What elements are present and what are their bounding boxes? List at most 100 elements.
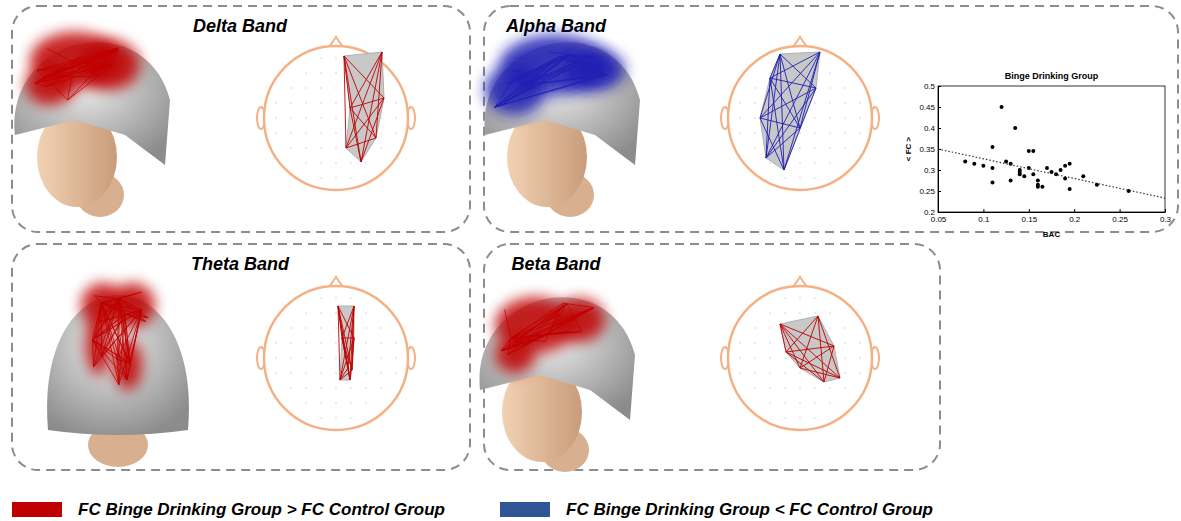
electrode bbox=[859, 132, 861, 134]
tick-label: 0.25 bbox=[1112, 215, 1128, 224]
fc-link bbox=[760, 52, 820, 118]
tick-mark bbox=[938, 107, 941, 108]
electrode bbox=[784, 177, 786, 179]
tick: 0.1 bbox=[978, 209, 990, 224]
fc-link bbox=[524, 304, 566, 345]
electrode bbox=[814, 402, 816, 404]
fc-link bbox=[119, 310, 142, 385]
fc-link bbox=[68, 64, 113, 75]
electrode bbox=[305, 147, 307, 149]
electrode bbox=[844, 342, 846, 344]
scatter-point bbox=[1081, 174, 1085, 178]
electrode bbox=[739, 102, 741, 104]
electrode bbox=[814, 117, 816, 119]
scatter-point bbox=[1022, 174, 1026, 178]
scatter-point bbox=[1036, 179, 1040, 183]
fc-link bbox=[117, 359, 130, 363]
fc-region bbox=[780, 316, 840, 382]
electrode bbox=[859, 117, 861, 119]
tick: 0.4 bbox=[924, 124, 941, 133]
electrode bbox=[859, 102, 861, 104]
electrode bbox=[350, 162, 352, 164]
electrode bbox=[290, 102, 292, 104]
tick: 0.2 bbox=[1069, 209, 1081, 224]
fc-link bbox=[780, 324, 800, 368]
electrode bbox=[335, 147, 337, 149]
fc-link bbox=[340, 370, 352, 380]
y-axis: 0.20.250.30.350.40.450.5 bbox=[919, 82, 941, 217]
fc-link bbox=[350, 108, 361, 162]
fc-link bbox=[95, 296, 119, 299]
fc-link bbox=[506, 308, 593, 350]
electrode bbox=[320, 117, 322, 119]
fc-link bbox=[784, 88, 816, 170]
electrode bbox=[335, 72, 337, 74]
fc-link bbox=[760, 118, 800, 128]
electrode bbox=[320, 402, 322, 404]
electrode bbox=[365, 402, 367, 404]
scatter-point bbox=[1027, 149, 1031, 153]
electrode bbox=[320, 57, 322, 59]
electrode bbox=[814, 102, 816, 104]
electrode bbox=[395, 117, 397, 119]
electrode bbox=[844, 132, 846, 134]
electrode bbox=[844, 357, 846, 359]
electrode bbox=[380, 387, 382, 389]
electrode bbox=[739, 372, 741, 374]
electrode bbox=[769, 402, 771, 404]
fc-link bbox=[93, 340, 130, 364]
tick-label: 0.25 bbox=[919, 187, 935, 196]
tick: 0.25 bbox=[1112, 209, 1128, 224]
electrode bbox=[769, 357, 771, 359]
electrode bbox=[814, 177, 816, 179]
fc-link bbox=[780, 324, 786, 352]
fc-link bbox=[101, 303, 102, 357]
electrode bbox=[844, 327, 846, 329]
electrode bbox=[739, 117, 741, 119]
electrode bbox=[320, 342, 322, 344]
tick: 0.45 bbox=[919, 103, 941, 112]
fc-link bbox=[93, 340, 117, 360]
electrode bbox=[799, 312, 801, 314]
fc-link bbox=[340, 306, 354, 380]
scatter-point bbox=[1059, 168, 1063, 172]
scatter-point bbox=[972, 162, 976, 166]
fc-link bbox=[501, 308, 594, 351]
tick-label: 0.1 bbox=[978, 215, 990, 224]
tick-label: 0.2 bbox=[924, 208, 936, 217]
electrode bbox=[365, 162, 367, 164]
fc-link bbox=[346, 98, 384, 148]
electrode bbox=[290, 372, 292, 374]
electrode bbox=[365, 342, 367, 344]
electrode bbox=[350, 402, 352, 404]
electrode bbox=[335, 357, 337, 359]
fc-link bbox=[93, 340, 127, 380]
electrode bbox=[320, 132, 322, 134]
fc-link bbox=[346, 138, 376, 148]
electrode bbox=[320, 102, 322, 104]
electrode bbox=[320, 297, 322, 299]
electrode bbox=[784, 357, 786, 359]
tick-label: 0.45 bbox=[919, 103, 935, 112]
tick-mark bbox=[1165, 209, 1166, 212]
fc-link bbox=[101, 303, 141, 310]
electrode bbox=[305, 87, 307, 89]
electrode bbox=[799, 177, 801, 179]
y-axis-title: < FC > bbox=[904, 136, 913, 161]
fc-link bbox=[766, 54, 780, 158]
fc-link bbox=[508, 308, 594, 355]
electrode bbox=[335, 102, 337, 104]
electrode bbox=[769, 162, 771, 164]
electrode bbox=[784, 312, 786, 314]
scatter-point bbox=[963, 160, 967, 164]
scatter-point bbox=[990, 166, 994, 170]
fc-link bbox=[770, 78, 784, 170]
fc-link bbox=[770, 54, 780, 78]
electrode bbox=[395, 132, 397, 134]
electrode bbox=[799, 162, 801, 164]
tick-mark bbox=[938, 170, 941, 171]
scatter-point bbox=[1000, 105, 1004, 109]
legend-swatch bbox=[500, 502, 550, 517]
fc-link bbox=[344, 56, 376, 138]
scatter-point bbox=[1031, 172, 1035, 176]
